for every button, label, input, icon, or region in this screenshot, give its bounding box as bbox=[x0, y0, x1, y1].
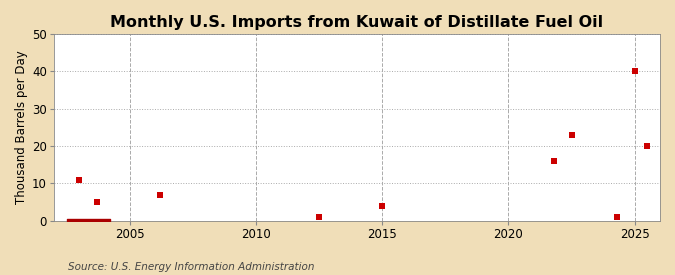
Point bbox=[92, 200, 103, 204]
Point bbox=[314, 215, 325, 219]
Point bbox=[155, 192, 165, 197]
Point bbox=[377, 204, 387, 208]
Title: Monthly U.S. Imports from Kuwait of Distillate Fuel Oil: Monthly U.S. Imports from Kuwait of Dist… bbox=[111, 15, 603, 30]
Point bbox=[566, 133, 577, 137]
Point bbox=[642, 144, 653, 148]
Point bbox=[549, 159, 560, 163]
Point bbox=[612, 215, 622, 219]
Point bbox=[74, 177, 84, 182]
Point bbox=[629, 69, 640, 73]
Y-axis label: Thousand Barrels per Day: Thousand Barrels per Day bbox=[15, 51, 28, 204]
Text: Source: U.S. Energy Information Administration: Source: U.S. Energy Information Administ… bbox=[68, 262, 314, 272]
